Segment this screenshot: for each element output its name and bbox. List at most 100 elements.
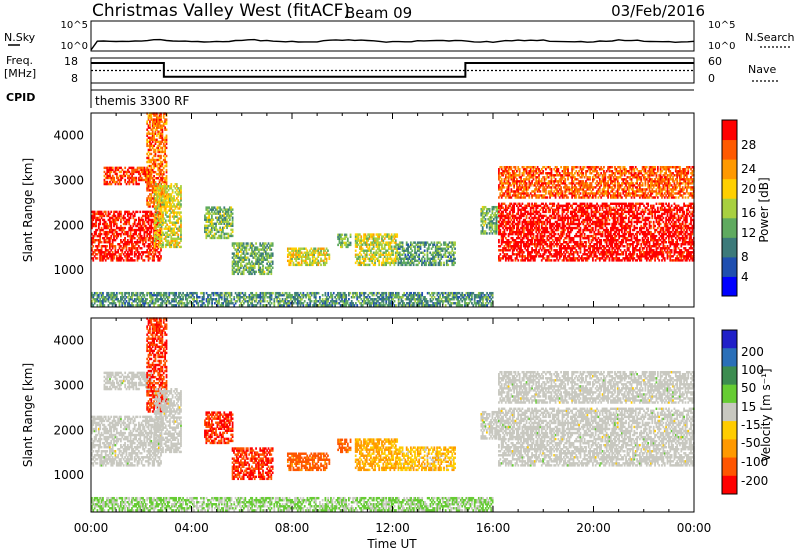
power-cell bbox=[260, 270, 263, 274]
power-cell bbox=[414, 241, 416, 244]
power-cell bbox=[149, 158, 151, 162]
power-cell bbox=[154, 118, 157, 121]
power-cell bbox=[99, 249, 102, 252]
power-cell bbox=[160, 231, 163, 234]
power-cell bbox=[368, 263, 371, 267]
power-cell bbox=[100, 210, 103, 214]
power-cell bbox=[174, 221, 177, 224]
power-cell bbox=[248, 262, 251, 265]
power-cell bbox=[174, 199, 177, 202]
power-cell bbox=[216, 212, 219, 215]
power-cell bbox=[219, 216, 222, 219]
power-cell bbox=[357, 257, 360, 261]
power-cell bbox=[213, 232, 216, 236]
power-cell bbox=[120, 228, 122, 232]
power-cell bbox=[416, 245, 419, 248]
power-cell bbox=[454, 261, 456, 265]
power-cell bbox=[166, 187, 169, 190]
power-cell bbox=[251, 246, 253, 249]
power-cell bbox=[153, 249, 155, 252]
power-cell bbox=[108, 255, 111, 258]
power-cell bbox=[163, 205, 166, 208]
power-cell bbox=[117, 234, 120, 238]
power-cell bbox=[160, 205, 162, 208]
power-cell bbox=[153, 253, 155, 256]
power-cell bbox=[414, 255, 416, 259]
power-cell bbox=[118, 214, 121, 218]
power-cell bbox=[170, 203, 173, 206]
power-cell bbox=[166, 231, 169, 234]
power-cell bbox=[114, 218, 117, 222]
power-cell bbox=[178, 211, 181, 214]
power-cell bbox=[204, 214, 206, 217]
power-cell bbox=[150, 218, 153, 222]
power-cell bbox=[365, 245, 368, 248]
power-cell bbox=[153, 203, 155, 206]
power-cell bbox=[180, 227, 182, 230]
power-cell bbox=[149, 144, 151, 148]
power-cell bbox=[253, 262, 256, 265]
power-cell bbox=[103, 224, 106, 228]
power-cell bbox=[113, 180, 116, 184]
power-cell bbox=[96, 245, 99, 248]
power-cell bbox=[219, 212, 222, 215]
power-cell bbox=[131, 178, 133, 182]
power-cell bbox=[154, 181, 157, 184]
power-cell bbox=[164, 185, 167, 188]
power-cell bbox=[162, 245, 164, 249]
power-cell bbox=[376, 235, 379, 238]
power-cell bbox=[173, 203, 175, 206]
power-cell bbox=[408, 251, 411, 254]
power-cell bbox=[178, 191, 181, 194]
power-cell bbox=[149, 140, 151, 144]
power-cell bbox=[158, 181, 161, 184]
power-cell bbox=[256, 252, 259, 255]
power-cell bbox=[147, 203, 150, 206]
power-cell bbox=[92, 257, 95, 260]
power-cell bbox=[289, 251, 292, 254]
power-cell bbox=[210, 206, 213, 209]
power-cell bbox=[138, 178, 140, 182]
power-cell bbox=[167, 241, 170, 245]
power-cell bbox=[124, 236, 126, 240]
power-cell bbox=[164, 239, 167, 243]
power-cell bbox=[95, 230, 97, 234]
power-cell bbox=[96, 218, 99, 222]
power-cell bbox=[147, 148, 150, 152]
power-cell bbox=[104, 230, 107, 234]
power-cell bbox=[180, 185, 182, 188]
power-cell bbox=[153, 193, 156, 196]
power-cell bbox=[237, 262, 240, 265]
power-cell bbox=[120, 234, 122, 238]
power-cell bbox=[150, 195, 153, 198]
power-cell bbox=[440, 261, 443, 265]
power-cell bbox=[407, 243, 409, 246]
power-cell bbox=[253, 250, 256, 253]
power-cell bbox=[104, 220, 107, 224]
power-cell bbox=[300, 251, 303, 254]
power-cell bbox=[341, 233, 344, 236]
power-cell bbox=[97, 249, 100, 252]
power-cell bbox=[226, 236, 228, 240]
power-cell bbox=[371, 241, 374, 244]
power-cell bbox=[358, 233, 361, 236]
power-cell bbox=[147, 251, 150, 254]
power-cell bbox=[91, 236, 93, 240]
power-cell bbox=[107, 232, 110, 236]
power-cell bbox=[291, 257, 293, 261]
power-cell bbox=[246, 252, 249, 255]
power-cell bbox=[339, 241, 342, 245]
power-cell bbox=[235, 244, 238, 247]
power-cell bbox=[155, 219, 157, 222]
power-cell bbox=[231, 218, 234, 221]
power-cell bbox=[177, 243, 180, 247]
power-cell bbox=[158, 136, 161, 139]
power-cell bbox=[120, 226, 122, 230]
power-cell bbox=[111, 247, 114, 250]
power-cell bbox=[219, 234, 222, 238]
power-cell bbox=[300, 257, 303, 261]
power-cell bbox=[99, 259, 102, 262]
power-cell bbox=[499, 253, 502, 256]
power-cell bbox=[149, 142, 151, 146]
power-cell bbox=[288, 251, 291, 254]
